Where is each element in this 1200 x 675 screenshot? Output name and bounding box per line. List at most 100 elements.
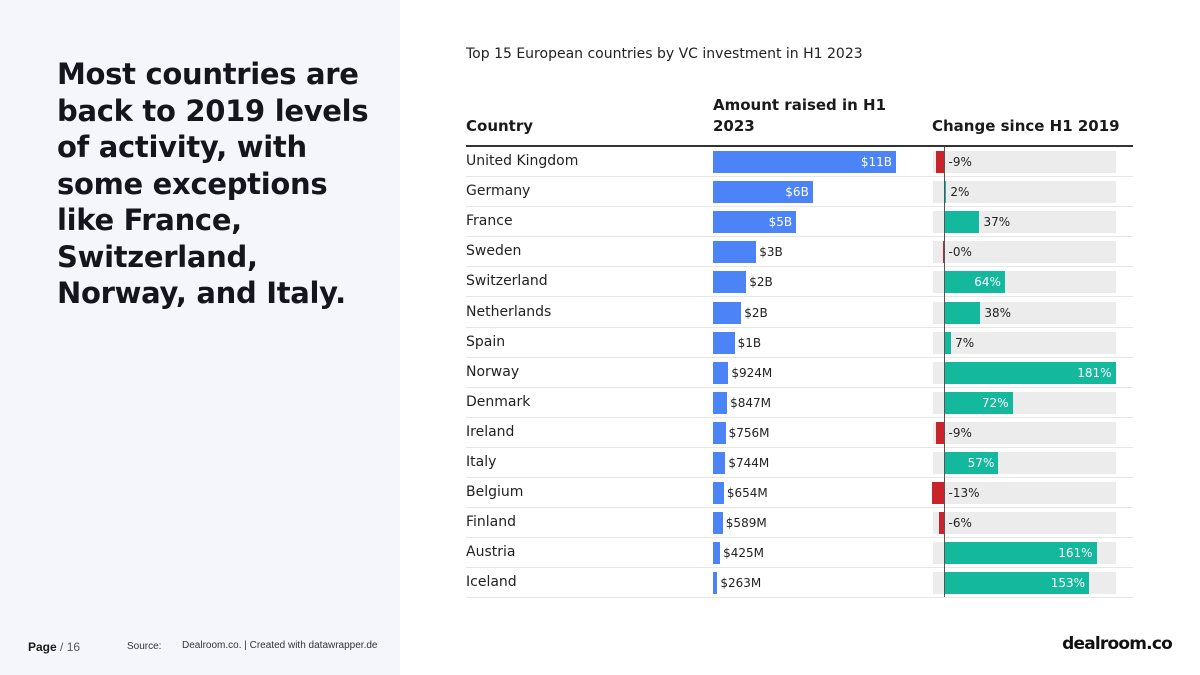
table-row: Sweden $3B -0% [466,237,1133,268]
amount-bar [713,181,813,204]
change-bar [944,572,1090,595]
country-label: Norway [466,363,520,380]
change-track [933,181,1116,204]
change-track [933,512,1116,535]
change-bar [938,512,945,535]
table-row: Ireland $756M -9% [466,418,1133,448]
amount-bar [713,271,747,294]
page-indicator: Page / 16 [28,640,80,654]
amount-bar [713,572,718,595]
page-total: / 16 [60,640,81,654]
header-rule [466,145,1133,147]
country-label: Italy [466,454,497,470]
change-label: 161% [1058,546,1093,561]
change-label: -6% [948,516,972,531]
row-separator [466,446,1133,448]
left-panel: Most countries are back to 2019 levels o… [0,0,400,675]
country-label: Austria [466,544,516,561]
country-label: Ireland [466,423,515,440]
country-label: Belgium [466,484,524,501]
row-separator [466,386,1133,388]
change-label: -0% [948,245,972,260]
amount-bar [713,542,721,565]
change-bar [943,241,945,264]
amount-label: $6B [785,185,809,200]
amount-label: $11B [860,155,892,169]
change-bar [935,421,945,444]
change-bar [944,452,999,474]
amount-label: $589M [725,516,767,531]
row-separator [466,326,1133,328]
amount-bar [713,512,723,535]
change-bar [944,301,981,324]
row-separator [466,176,1133,177]
country-label: Spain [466,333,506,350]
change-label: 72% [981,395,1009,410]
row-separator [466,296,1133,298]
country-label: Netherlands [466,303,552,320]
row-separator [466,416,1133,418]
country-label: Switzerland [466,273,548,290]
table-row: Spain $1B 7% [466,328,1133,358]
amount-label: $847M [730,395,771,410]
column-header-change: Change since H1 2019 [932,117,1120,135]
row-separator [466,266,1133,268]
change-label: -13% [948,486,980,501]
amount-label: $2B [749,275,773,290]
country-label: Denmark [466,393,531,410]
source-text: Dealroom.co. | Created with datawrapper.… [182,640,378,651]
row-separator [466,477,1133,478]
change-bar [944,181,947,204]
change-label: 57% [967,456,995,470]
page-label: Page [28,640,57,654]
change-label: 2% [950,185,970,200]
table-row: Denmark $847M 72% [466,388,1133,418]
column-header-amount: Amount raised in H1 2023 [713,96,887,135]
table-row: Iceland $263M 153% [466,568,1133,599]
change-track [933,331,1116,354]
amount-bar [713,211,797,234]
row-separator [466,567,1133,569]
country-label: Sweden [466,243,522,260]
change-bar [932,482,945,505]
change-bar [944,391,1013,414]
change-label: -9% [948,425,972,440]
table-row: United Kingdom $11B -9% [466,147,1133,177]
amount-bar [713,452,726,474]
row-separator [466,356,1133,358]
amount-bar [713,391,728,414]
change-track [933,241,1116,264]
country-label: United Kingdom [466,153,579,169]
row-separator [466,206,1133,208]
amount-label: $924M [731,365,773,380]
amount-label: $1B [737,335,762,350]
amount-label: $744M [728,456,770,470]
slide-headline: Most countries are back to 2019 levels o… [57,57,369,310]
amount-label: $5B [768,215,793,230]
change-bar [944,361,1116,384]
change-label: -9% [948,155,972,169]
source-label: Source: [127,641,162,652]
table-row: Finland $589M -6% [466,508,1133,539]
amount-label: $3B [759,245,783,260]
row-separator [466,597,1133,599]
row-separator [466,537,1133,539]
table-row: Netherlands $2B 38% [466,298,1133,328]
amount-label: $2B [744,305,768,320]
change-bar [935,151,945,173]
change-bar [944,211,980,234]
change-label: 64% [974,275,1001,290]
chart-title: Top 15 European countries by VC investme… [466,46,863,62]
change-label: 37% [983,215,1011,230]
amount-bar [713,151,896,173]
amount-bar [713,361,729,384]
amount-bar [713,482,724,505]
zero-baseline [944,147,945,597]
amount-label: $654M [726,486,768,501]
change-track [933,482,1116,505]
table-row: France $5B 37% [466,207,1133,238]
amount-bar [713,241,757,264]
country-label: France [466,213,513,230]
table-row: Austria $425M 161% [466,538,1133,569]
amount-bar [713,301,742,324]
